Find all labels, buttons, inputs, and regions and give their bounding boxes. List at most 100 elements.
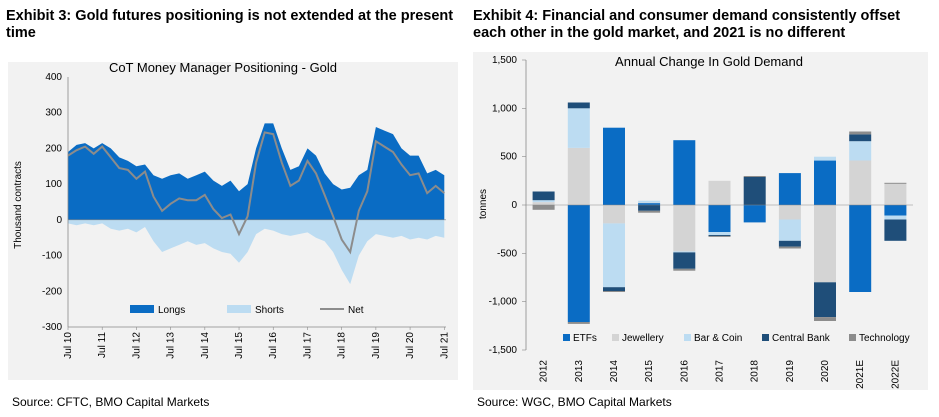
legend-label-technology: Technology — [859, 333, 910, 344]
longs-area — [68, 123, 445, 220]
bar-etfs — [814, 160, 836, 205]
bar-technology — [778, 246, 801, 249]
bar-technology — [814, 317, 836, 321]
legend-swatch-shorts — [227, 305, 251, 313]
y-tick-label: 500 — [500, 152, 517, 163]
bar-jewellery — [603, 205, 625, 224]
net-line — [67, 131, 445, 255]
bar-technology — [673, 268, 696, 271]
x-tick-label: 2022E — [890, 360, 901, 389]
bar-central-bank — [603, 287, 625, 292]
bar-jewellery — [638, 202, 661, 204]
legend-label-jewellery: Jewellery — [622, 333, 664, 344]
exhibit3-source: Source: CFTC, BMO Capital Markets — [12, 395, 210, 409]
legend-label-longs: Longs — [158, 305, 185, 316]
x-tick-label: Jul 19 — [371, 332, 382, 359]
bar-etfs — [849, 205, 872, 292]
x-tick-label: 2015 — [644, 360, 655, 383]
y-tick-label: -1,000 — [489, 297, 518, 308]
x-tick-label: 2019 — [785, 360, 796, 383]
legend-label-shorts: Shorts — [255, 305, 284, 316]
bar-etfs — [567, 205, 590, 322]
bar-technology — [603, 291, 625, 292]
bar-jewellery — [708, 180, 731, 205]
bar-etfs — [603, 127, 625, 205]
x-tick-label: Jul 21 — [439, 332, 450, 359]
x-tick-label: Jul 15 — [234, 332, 245, 359]
exhibit3-title: Exhibit 3: Gold futures positioning is n… — [6, 8, 454, 41]
bar-central-bank — [884, 219, 907, 241]
bar-technology — [884, 182, 907, 184]
y-tick-label: 300 — [45, 108, 62, 119]
cot-positioning-chart: CoT Money Manager Positioning - Gold Tho… — [8, 60, 458, 380]
bar-bar-coin — [603, 223, 625, 288]
legend-swatch-technology — [849, 334, 856, 341]
bar-bar-coin — [708, 232, 731, 235]
bar-jewellery — [673, 205, 696, 252]
bar-central-bank — [708, 235, 731, 236]
bar-central-bank — [743, 177, 766, 205]
bar-bar-coin — [778, 219, 801, 241]
chart-title: Annual Change In Gold Demand — [615, 54, 803, 69]
legend-swatch-longs — [130, 305, 154, 313]
bar-etfs — [778, 173, 801, 205]
y-tick-label: 100 — [45, 179, 62, 190]
legend-label-net: Net — [348, 305, 364, 316]
bar-jewellery — [884, 183, 907, 205]
bar-jewellery — [849, 160, 872, 205]
x-tick-label: 2013 — [574, 360, 585, 383]
x-tick-label: 2012 — [539, 360, 550, 383]
x-tick-label: Jul 13 — [166, 332, 177, 359]
legend-label-central-bank: Central Bank — [772, 333, 831, 344]
y-tick-label: 1,000 — [492, 103, 517, 114]
x-tick-label: 2014 — [609, 360, 620, 383]
y-tick-label: -300 — [42, 322, 62, 333]
bar-central-bank — [778, 240, 801, 247]
y-axis-label: Thousand contracts — [13, 161, 24, 249]
y-tick-label: 0 — [511, 200, 517, 211]
shorts-area — [68, 219, 445, 285]
x-tick-label: 2021E — [855, 360, 866, 389]
legend-swatch-bar-coin — [684, 334, 691, 341]
bar-central-bank — [638, 205, 661, 211]
x-tick-label: Jul 14 — [200, 332, 211, 359]
bar-jewellery — [532, 202, 555, 205]
legend-swatch-etfs — [563, 334, 570, 341]
legend-swatch-central-bank — [762, 334, 769, 341]
bar-jewellery — [567, 148, 590, 205]
bar-central-bank — [567, 102, 590, 109]
bar-technology — [849, 131, 872, 135]
bar-bar-coin — [567, 108, 590, 148]
x-tick-label: 2016 — [679, 360, 690, 383]
y-tick-label: 0 — [56, 215, 62, 226]
gold-demand-svg: Annual Change In Gold Demand tonnes 1,50… — [478, 54, 913, 389]
bar-bar-coin — [814, 156, 836, 161]
x-tick-label: 2018 — [750, 360, 761, 383]
x-tick-label: Jul 18 — [337, 332, 348, 359]
bar-bar-coin — [532, 200, 555, 203]
bar-etfs — [743, 205, 766, 223]
bar-bar-coin — [638, 200, 661, 203]
bar-etfs — [708, 205, 731, 233]
y-tick-label: -200 — [42, 286, 62, 297]
bar-etfs — [638, 203, 661, 205]
bar-central-bank — [814, 282, 836, 318]
bar-central-bank — [849, 134, 872, 142]
y-tick-label: -500 — [497, 248, 517, 259]
bar-technology — [743, 176, 766, 177]
bar-jewellery — [778, 205, 801, 220]
y-tick-label: 1,500 — [492, 55, 517, 66]
x-tick-label: Jul 10 — [63, 332, 74, 359]
legend-label-bar-coin: Bar & Coin — [694, 333, 742, 344]
legend-swatch-jewellery — [612, 334, 619, 341]
bar-central-bank — [532, 191, 555, 201]
bar-bar-coin — [884, 215, 907, 220]
bar-central-bank — [673, 252, 696, 269]
bar-etfs — [673, 140, 696, 205]
cot-positioning-svg: CoT Money Manager Positioning - Gold Tho… — [13, 60, 450, 359]
x-tick-label: Jul 20 — [405, 332, 416, 359]
gold-demand-chart: Annual Change In Gold Demand tonnes 1,50… — [473, 52, 928, 390]
bar-technology — [567, 322, 590, 324]
x-tick-label: 2017 — [715, 360, 726, 383]
bar-technology — [638, 210, 661, 213]
